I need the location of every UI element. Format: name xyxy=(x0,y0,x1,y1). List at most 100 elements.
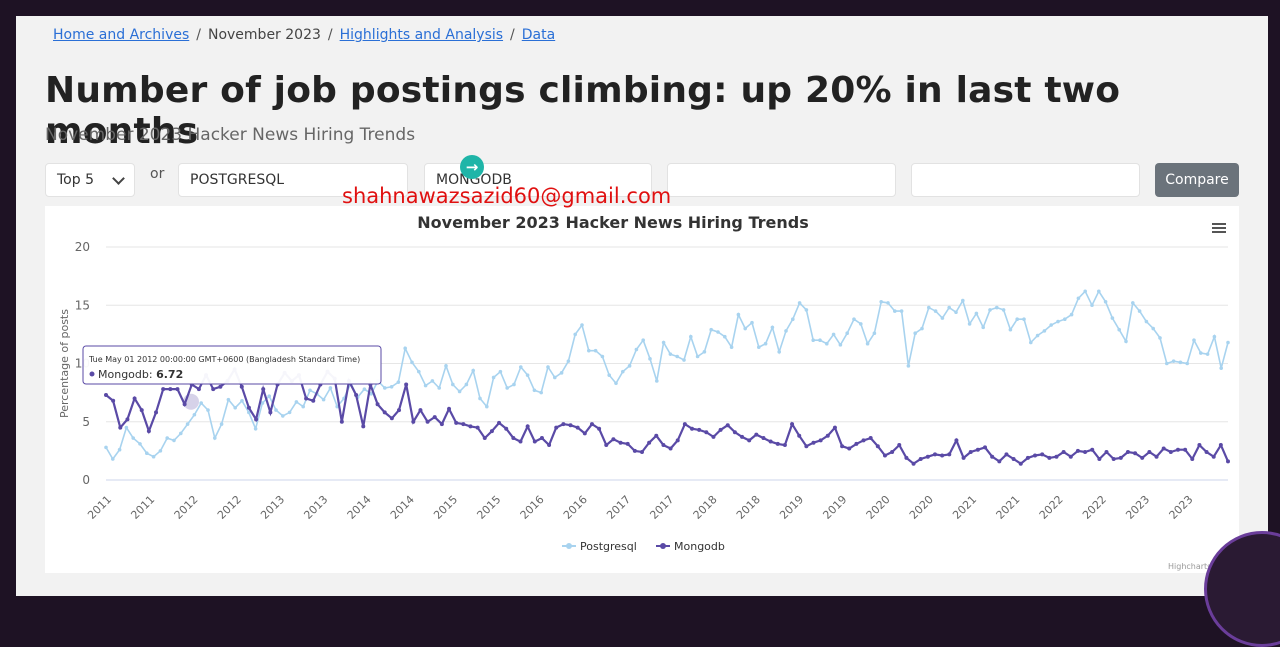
x-tick-label: 2011 xyxy=(128,493,157,522)
data-point xyxy=(838,343,843,347)
chart-menu-icon[interactable] xyxy=(1212,221,1226,235)
data-point xyxy=(1104,450,1109,455)
data-point xyxy=(1004,452,1009,457)
data-point xyxy=(961,298,965,303)
data-point xyxy=(743,326,747,331)
data-point xyxy=(711,434,716,439)
x-tick-label: 2011 xyxy=(85,493,114,522)
technology-input-1[interactable]: POSTGRESQL xyxy=(178,163,408,197)
data-point xyxy=(218,384,223,389)
data-point xyxy=(736,312,741,317)
x-tick-label: 2022 xyxy=(1080,493,1109,522)
y-tick-label: 0 xyxy=(82,473,90,487)
data-point xyxy=(875,444,880,449)
data-point xyxy=(621,369,625,374)
data-point xyxy=(675,354,679,359)
data-point xyxy=(1110,316,1115,320)
data-point xyxy=(457,389,462,394)
data-point xyxy=(940,316,945,320)
data-point xyxy=(539,436,544,441)
data-point xyxy=(361,424,366,429)
x-tick-label: 2013 xyxy=(301,493,330,522)
data-point xyxy=(974,311,979,316)
data-point xyxy=(468,424,473,429)
data-point xyxy=(525,424,530,429)
data-point xyxy=(1144,319,1149,324)
data-point xyxy=(375,402,380,407)
data-point xyxy=(716,330,720,334)
data-point xyxy=(682,358,686,362)
data-point xyxy=(254,417,259,422)
data-point xyxy=(702,350,707,354)
x-tick-label: 2019 xyxy=(777,493,806,522)
data-point xyxy=(1211,454,1216,459)
data-point xyxy=(1033,453,1038,458)
data-point xyxy=(1029,340,1033,345)
data-point xyxy=(1175,447,1180,452)
x-tick-label: 2023 xyxy=(1167,493,1196,522)
data-point xyxy=(158,449,163,453)
compare-button[interactable]: Compare xyxy=(1155,163,1239,197)
data-point xyxy=(161,387,166,392)
data-point xyxy=(868,436,873,441)
data-point xyxy=(1068,454,1073,459)
data-point xyxy=(118,425,123,430)
data-point xyxy=(199,401,203,405)
x-tick-label: 2023 xyxy=(1123,493,1152,522)
data-point xyxy=(219,422,224,426)
data-point xyxy=(575,425,580,430)
data-point xyxy=(482,436,487,441)
x-tick-label: 2017 xyxy=(647,493,676,522)
data-point xyxy=(918,457,923,462)
data-point xyxy=(740,434,745,439)
top-n-select[interactable]: Top 5 xyxy=(45,163,135,197)
data-point xyxy=(954,310,958,315)
data-point xyxy=(505,386,510,390)
data-point xyxy=(1011,457,1016,462)
breadcrumb-separator: / xyxy=(510,27,515,43)
breadcrumb-data-link[interactable]: Data xyxy=(521,27,556,43)
data-point xyxy=(611,437,616,442)
data-point xyxy=(532,439,537,444)
data-point xyxy=(947,305,951,310)
x-tick-label: 2014 xyxy=(345,493,374,522)
breadcrumb-highlights-link[interactable]: Highlights and Analysis xyxy=(339,27,504,43)
data-point xyxy=(940,453,945,458)
data-point xyxy=(655,379,659,383)
data-point xyxy=(607,373,611,377)
data-point xyxy=(532,388,537,393)
data-point xyxy=(362,387,367,391)
data-point xyxy=(547,443,552,448)
technology-input-3[interactable] xyxy=(667,163,896,197)
data-point xyxy=(988,308,992,312)
data-point xyxy=(301,404,306,409)
data-point xyxy=(1226,340,1230,345)
data-point xyxy=(1040,452,1045,457)
data-point xyxy=(1165,361,1169,366)
top-n-select-value: Top 5 xyxy=(57,172,94,188)
data-point xyxy=(1178,360,1183,365)
breadcrumb-home-link[interactable]: Home and Archives xyxy=(53,27,190,43)
data-point xyxy=(111,457,115,461)
legend-label: Postgresql xyxy=(580,540,637,553)
legend-marker-dot xyxy=(660,543,666,549)
data-point xyxy=(668,352,673,356)
data-point xyxy=(125,417,130,422)
data-point xyxy=(990,454,995,459)
breadcrumb-separator: / xyxy=(327,27,333,43)
data-point xyxy=(546,365,550,369)
data-point xyxy=(1075,448,1080,453)
data-point xyxy=(239,384,244,389)
data-point xyxy=(723,334,727,339)
data-point xyxy=(328,386,333,390)
data-point xyxy=(782,443,787,448)
data-point xyxy=(1183,447,1188,452)
data-point xyxy=(882,453,887,458)
data-point xyxy=(1133,451,1138,456)
technology-input-4[interactable] xyxy=(911,163,1140,197)
data-point xyxy=(504,426,509,431)
data-point xyxy=(1168,450,1173,455)
data-point xyxy=(604,443,609,448)
data-point xyxy=(675,438,680,443)
